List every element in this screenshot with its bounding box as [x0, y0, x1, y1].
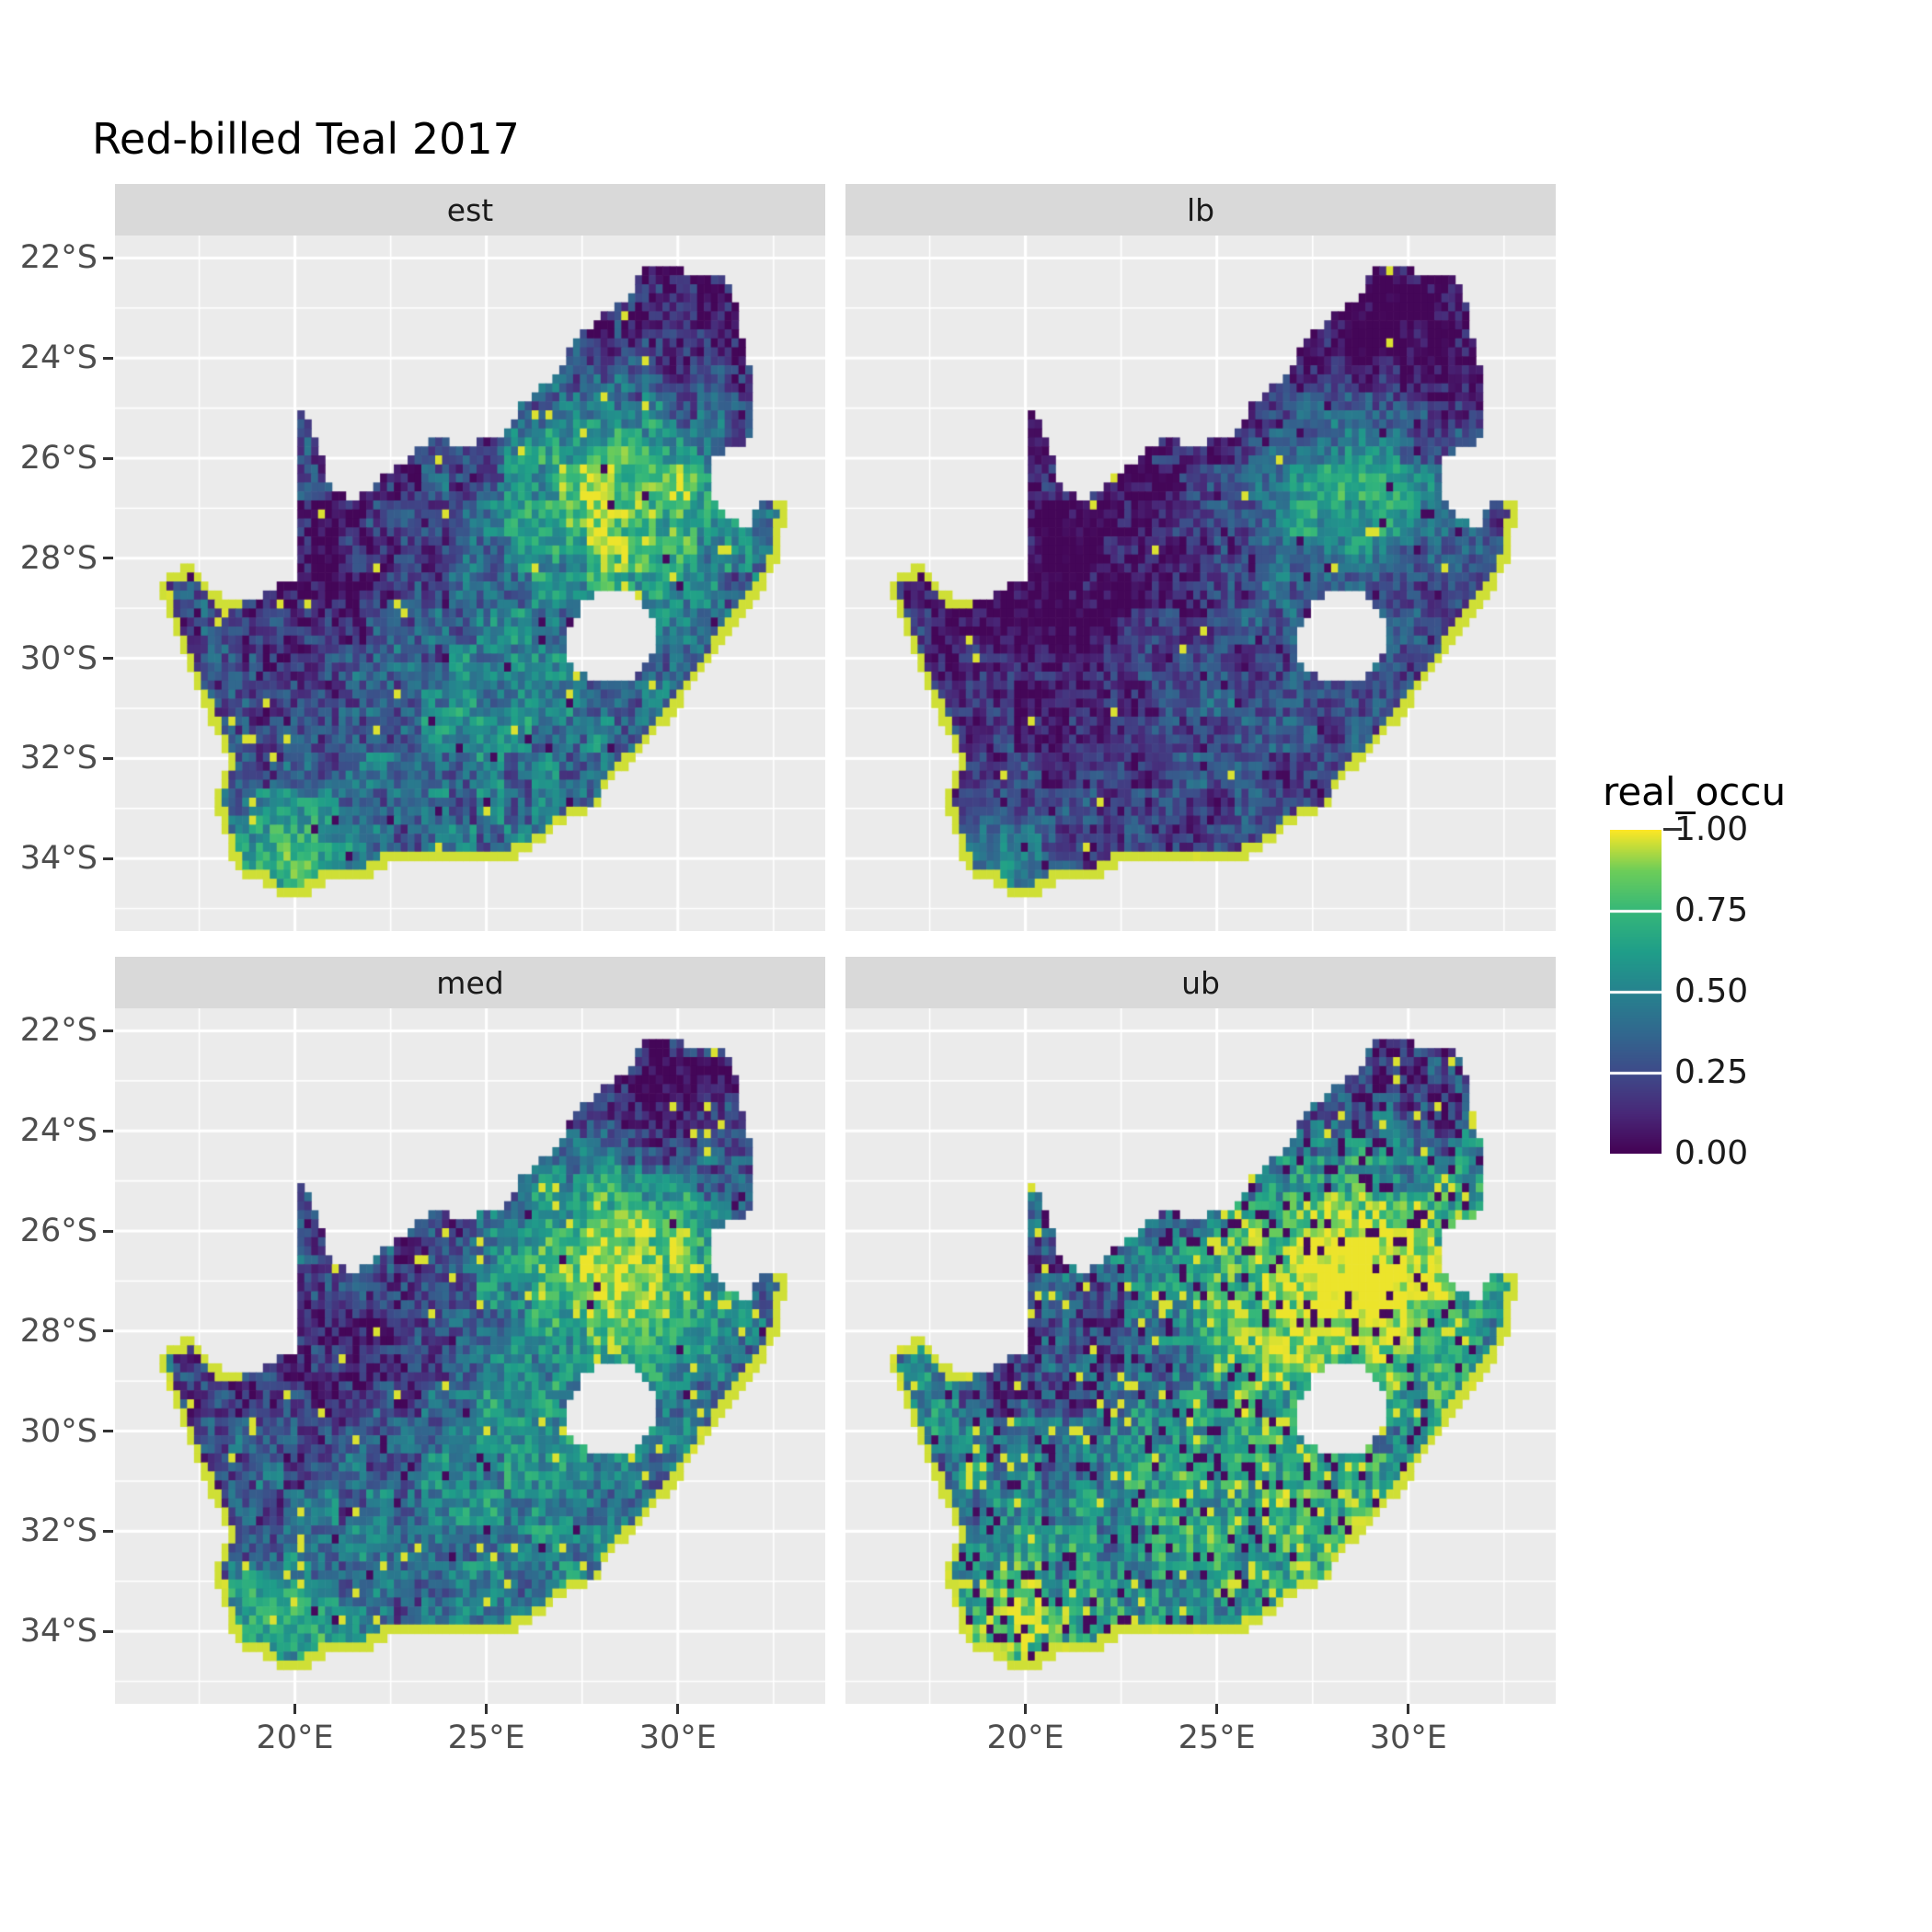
y-axis-tick-mark	[103, 456, 113, 460]
legend-colorbar	[1610, 830, 1662, 1154]
legend-label: 0.50	[1674, 972, 1749, 1010]
y-axis-tick-mark	[103, 1229, 113, 1233]
y-axis-tick-mark	[103, 1629, 113, 1633]
x-axis-tick-mark	[1024, 1704, 1028, 1714]
legend-label: 0.00	[1674, 1134, 1749, 1172]
y-axis-tick-label: 30°S	[19, 1412, 98, 1450]
map-panel-lb	[845, 236, 1556, 931]
x-axis-tick-mark	[676, 1704, 680, 1714]
legend-title: real_occu	[1603, 769, 1787, 814]
legend-label: 0.75	[1674, 891, 1749, 929]
y-axis-tick-label: 30°S	[19, 639, 98, 677]
y-axis-tick-label: 28°S	[19, 1312, 98, 1350]
facet-strip-est: est	[115, 184, 825, 236]
facet-strip-med: med	[115, 957, 825, 1008]
x-axis-tick-label: 25°E	[1178, 1719, 1256, 1756]
y-axis-tick-mark	[103, 256, 113, 259]
y-axis-tick-mark	[103, 756, 113, 760]
facet-strip-lb: lb	[845, 184, 1556, 236]
y-axis-tick-label: 26°S	[19, 440, 98, 477]
facet-strip-ub: ub	[845, 957, 1556, 1008]
y-axis-tick-mark	[103, 1529, 113, 1533]
y-axis-tick-label: 24°S	[19, 1112, 98, 1150]
y-axis-tick-label: 22°S	[19, 239, 98, 277]
legend-tick-mark	[1663, 828, 1682, 831]
x-axis-tick-mark	[485, 1704, 489, 1714]
map-panel-ub	[845, 1008, 1556, 1704]
y-axis-tick-mark	[103, 1430, 113, 1433]
y-axis-tick-label: 26°S	[19, 1213, 98, 1250]
y-axis-tick-mark	[103, 857, 113, 860]
plot-title: Red-billed Teal 2017	[92, 114, 520, 164]
y-axis-tick-mark	[103, 1329, 113, 1333]
legend-label: 0.25	[1674, 1053, 1749, 1091]
legend-label: 1.00	[1674, 811, 1749, 848]
map-panel-est	[115, 236, 825, 931]
y-axis-tick-mark	[103, 1029, 113, 1032]
y-axis-tick-label: 24°S	[19, 339, 98, 377]
x-axis-tick-mark	[1215, 1704, 1219, 1714]
y-axis-tick-label: 32°S	[19, 740, 98, 777]
x-axis-tick-label: 20°E	[256, 1719, 334, 1756]
y-axis-tick-mark	[103, 657, 113, 661]
x-axis-tick-mark	[293, 1704, 297, 1714]
x-axis-tick-label: 25°E	[447, 1719, 525, 1756]
x-axis-tick-label: 20°E	[986, 1719, 1064, 1756]
y-axis-tick-label: 28°S	[19, 539, 98, 577]
facet-strip-label: ub	[1181, 964, 1220, 1001]
map-panel-med	[115, 1008, 825, 1704]
x-axis-tick-label: 30°E	[638, 1719, 717, 1756]
y-axis-tick-mark	[103, 1129, 113, 1133]
y-axis-tick-label: 34°S	[19, 1613, 98, 1650]
y-axis-tick-label: 22°S	[19, 1012, 98, 1050]
y-axis-tick-label: 32°S	[19, 1512, 98, 1550]
y-axis-tick-mark	[103, 557, 113, 560]
y-axis-tick-label: 34°S	[19, 840, 98, 878]
facet-strip-label: lb	[1186, 191, 1215, 228]
y-axis-tick-mark	[103, 356, 113, 360]
facet-strip-label: est	[446, 191, 494, 228]
x-axis-tick-label: 30°E	[1369, 1719, 1447, 1756]
facet-strip-label: med	[436, 964, 504, 1001]
x-axis-tick-mark	[1407, 1704, 1410, 1714]
